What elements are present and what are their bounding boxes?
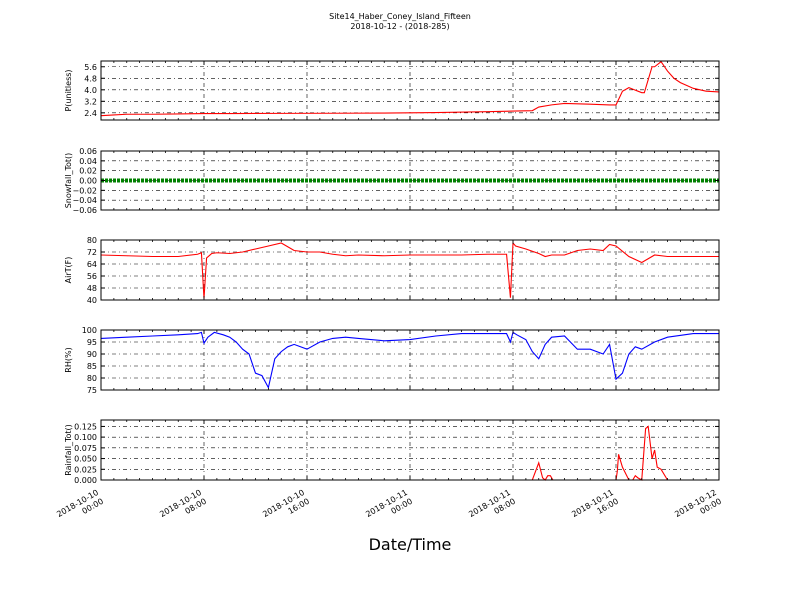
y-tick-label: 0.04	[79, 157, 97, 166]
y-tick-label: 48	[87, 284, 97, 293]
y-tick-label: 0.025	[74, 465, 97, 474]
y-tick-label: 0.125	[74, 422, 97, 431]
figure-subtitle: 2018-10-12 - (2018-285)	[350, 22, 449, 31]
y-tick-label: 80	[87, 236, 97, 245]
y-tick-label: 3.2	[84, 97, 97, 106]
figure-title: Site14_Haber_Coney_Island_Fifteen	[329, 12, 471, 21]
panel-2: 40 48 56 64 72 80 AirT(F)	[64, 236, 720, 305]
series-line-0	[100, 60, 720, 117]
panels: 2.4 3.2 4.0 4.8 5.6 P(unitless) −0.06−0.04−0.0…	[64, 60, 720, 485]
y-tick-label: −0.02	[72, 186, 97, 195]
y-tick-label: 72	[87, 248, 97, 257]
y-tick-label: 40	[87, 296, 97, 305]
y-tick-label: −0.04	[72, 196, 97, 205]
y-tick-label: 100	[82, 326, 97, 335]
y-tick-label: 0.02	[79, 167, 97, 176]
y-tick-label: 85	[87, 362, 97, 371]
y-axis-label: RH(%)	[64, 347, 73, 372]
y-tick-label: 0.06	[79, 147, 97, 156]
series-line-2	[100, 241, 719, 299]
y-tick-label: 0.000	[74, 476, 97, 485]
y-tick-label: 4.0	[84, 86, 97, 95]
y-tick-label: 0.00	[79, 177, 97, 186]
y-tick-label: 5.6	[84, 63, 97, 72]
y-tick-label: 64	[87, 260, 97, 269]
y-tick-label: 4.8	[84, 74, 97, 83]
y-axis-label: Snowfall_Tot()	[64, 153, 73, 209]
panel-1: −0.06−0.04−0.020.000.020.040.06 Snowfall_…	[64, 147, 720, 215]
y-tick-label: 90	[87, 350, 97, 359]
x-axis-label: Date/Time	[369, 535, 452, 554]
series-line-4	[101, 425, 719, 481]
series-line-3	[100, 331, 719, 390]
panel-3: 75 80 85 90 95 100 RH(%)	[64, 326, 720, 395]
y-tick-label: 95	[87, 338, 97, 347]
y-tick-label: 56	[87, 272, 97, 281]
y-tick-label: −0.06	[72, 206, 97, 215]
y-tick-label: 0.050	[74, 455, 97, 464]
y-axis-label: P(unitless)	[64, 69, 73, 111]
y-tick-label: 2.4	[84, 109, 97, 118]
y-axis-label: AirT(F)	[64, 257, 73, 284]
y-tick-label: 0.100	[74, 433, 97, 442]
y-tick-label: 80	[87, 374, 97, 383]
y-tick-label: 75	[87, 386, 97, 395]
panel-0: 2.4 3.2 4.0 4.8 5.6 P(unitless)	[64, 60, 720, 121]
y-axis-label: Rainfall_Tot()	[64, 424, 73, 476]
y-tick-label: 0.075	[74, 444, 97, 453]
